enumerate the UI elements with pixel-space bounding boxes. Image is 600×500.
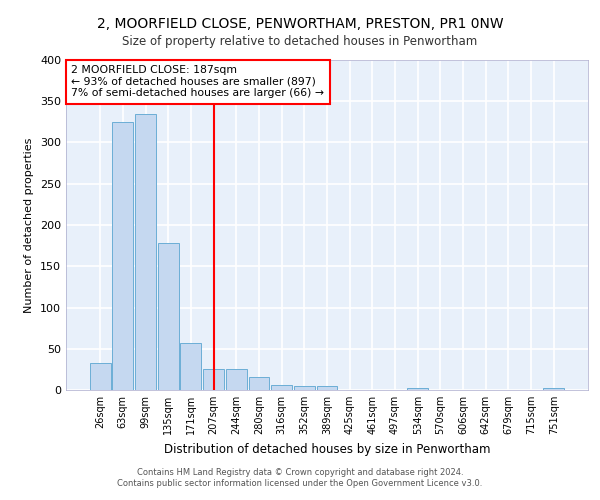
Bar [158,243,179,390]
Bar [407,388,428,390]
Bar [203,370,224,390]
Bar [135,114,156,390]
Bar [90,363,110,390]
Bar [181,343,202,390]
Text: 2, MOORFIELD CLOSE, PENWORTHAM, PRESTON, PR1 0NW: 2, MOORFIELD CLOSE, PENWORTHAM, PRESTON,… [97,18,503,32]
X-axis label: Distribution of detached houses by size in Penwortham: Distribution of detached houses by size … [164,442,490,456]
Bar [271,385,292,390]
Bar [248,377,269,390]
Text: 2 MOORFIELD CLOSE: 187sqm
← 93% of detached houses are smaller (897)
7% of semi-: 2 MOORFIELD CLOSE: 187sqm ← 93% of detac… [71,65,324,98]
Y-axis label: Number of detached properties: Number of detached properties [25,138,34,312]
Bar [112,122,133,390]
Bar [226,370,247,390]
Bar [317,386,337,390]
Bar [544,388,564,390]
Text: Size of property relative to detached houses in Penwortham: Size of property relative to detached ho… [122,35,478,48]
Text: Contains HM Land Registry data © Crown copyright and database right 2024.
Contai: Contains HM Land Registry data © Crown c… [118,468,482,487]
Bar [294,386,315,390]
